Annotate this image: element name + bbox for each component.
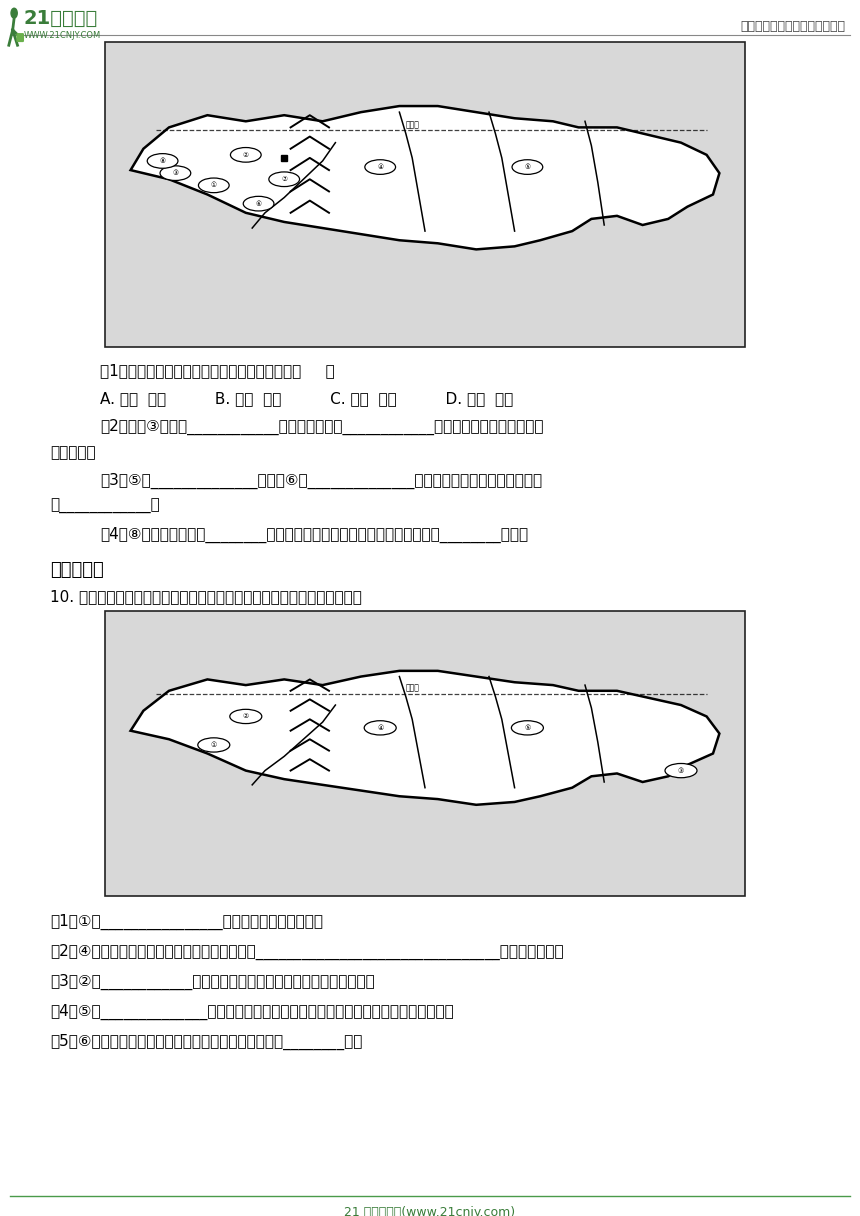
Circle shape — [665, 764, 697, 778]
Text: （4）⑧是俄罗斯的首都________，俄罗斯欧洲部分的铁路网以城市为中心呈________分布。: （4）⑧是俄罗斯的首都________，俄罗斯欧洲部分的铁路网以城市为中心呈__… — [100, 527, 528, 544]
Text: （1）俄罗斯的大部分国土和大部分人口分别在（     ）: （1）俄罗斯的大部分国土和大部分人口分别在（ ） — [100, 364, 335, 378]
Text: ⑥: ⑥ — [255, 201, 261, 207]
Circle shape — [269, 171, 299, 186]
Polygon shape — [131, 671, 720, 805]
Text: （5）⑥是中西伯利亚高原，该高原南部的大湖泊名称是________湖。: （5）⑥是中西伯利亚高原，该高原南部的大湖泊名称是________湖。 — [50, 1034, 362, 1051]
Text: 北极圈: 北极圈 — [406, 120, 420, 129]
Circle shape — [512, 159, 543, 174]
Text: （3）⑤是______________平原，⑥是______________高原，该高原南部的大湖泊名称: （3）⑤是______________平原，⑥是______________高原… — [100, 473, 542, 489]
Text: ③: ③ — [678, 767, 684, 773]
Text: （1）①是________________港口；该港口终年不冻。: （1）①是________________港口；该港口终年不冻。 — [50, 914, 323, 930]
Text: 是____________。: 是____________。 — [50, 499, 160, 514]
Circle shape — [147, 153, 178, 168]
Circle shape — [364, 721, 396, 734]
Circle shape — [160, 165, 191, 180]
Polygon shape — [131, 106, 720, 249]
Bar — [105, 610, 745, 896]
FancyBboxPatch shape — [17, 34, 23, 41]
Text: ⑤: ⑤ — [525, 164, 531, 170]
Text: WWW.21CNJY.COM: WWW.21CNJY.COM — [24, 32, 101, 40]
Text: ⑤: ⑤ — [525, 725, 531, 731]
Circle shape — [243, 196, 274, 210]
Text: 重要港口。: 重要港口。 — [50, 445, 95, 460]
Text: 21 世纪教育网(www.21cnjy.com): 21 世纪教育网(www.21cnjy.com) — [345, 1206, 515, 1216]
Text: ②: ② — [243, 714, 249, 720]
Text: （4）⑤是______________平原，流经该平原中央的大河称鄂毕河，其上游发源于我国。: （4）⑤是______________平原，流经该平原中央的大河称鄂毕河，其上游… — [50, 1004, 454, 1020]
Text: ④: ④ — [377, 725, 384, 731]
Text: ④: ④ — [378, 164, 384, 170]
Circle shape — [512, 721, 544, 734]
Text: ③: ③ — [172, 170, 178, 176]
Text: （2）④是俄罗斯太平洋沿岸的最大海港，名称是________________________________（中俄均可）。: （2）④是俄罗斯太平洋沿岸的最大海港，名称是__________________… — [50, 944, 563, 961]
Text: 10. 下图是「俄罗斯城市、河流、地形分布略图」，填图并回答下列问题：: 10. 下图是「俄罗斯城市、河流、地形分布略图」，填图并回答下列问题： — [50, 589, 362, 604]
Circle shape — [199, 178, 229, 192]
Circle shape — [230, 709, 261, 724]
Circle shape — [198, 738, 230, 751]
Text: ①: ① — [211, 182, 217, 188]
Circle shape — [230, 147, 261, 162]
Text: 21世纪教育: 21世纪教育 — [24, 9, 98, 28]
Text: A. 亚洲  亚洲          B. 欧洲  欧洲          C. 欧洲  亚洲          D. 亚洲  欧洲: A. 亚洲 亚洲 B. 欧洲 欧洲 C. 欧洲 亚洲 D. 亚洲 欧洲 — [100, 392, 513, 406]
Text: ⑦: ⑦ — [281, 176, 287, 182]
Text: 中小学教育资源及组卷应用平台: 中小学教育资源及组卷应用平台 — [740, 19, 845, 33]
Text: ①: ① — [211, 742, 217, 748]
Text: 北极圈: 北极圈 — [406, 683, 420, 693]
Bar — [105, 43, 745, 347]
Circle shape — [365, 159, 396, 174]
Text: ⑧: ⑧ — [160, 158, 166, 164]
Circle shape — [11, 9, 17, 18]
Text: ②: ② — [243, 152, 249, 158]
Text: （2）图中③城市是____________，该市西部滨临____________海，是俄罗斯第二大城市和: （2）图中③城市是____________，该市西部滨临____________… — [100, 420, 544, 435]
Text: 四、综合题: 四、综合题 — [50, 561, 104, 579]
Text: （3）②是____________市，临波罗地海，该市是俄罗斯第二大城市。: （3）②是____________市，临波罗地海，该市是俄罗斯第二大城市。 — [50, 974, 375, 990]
